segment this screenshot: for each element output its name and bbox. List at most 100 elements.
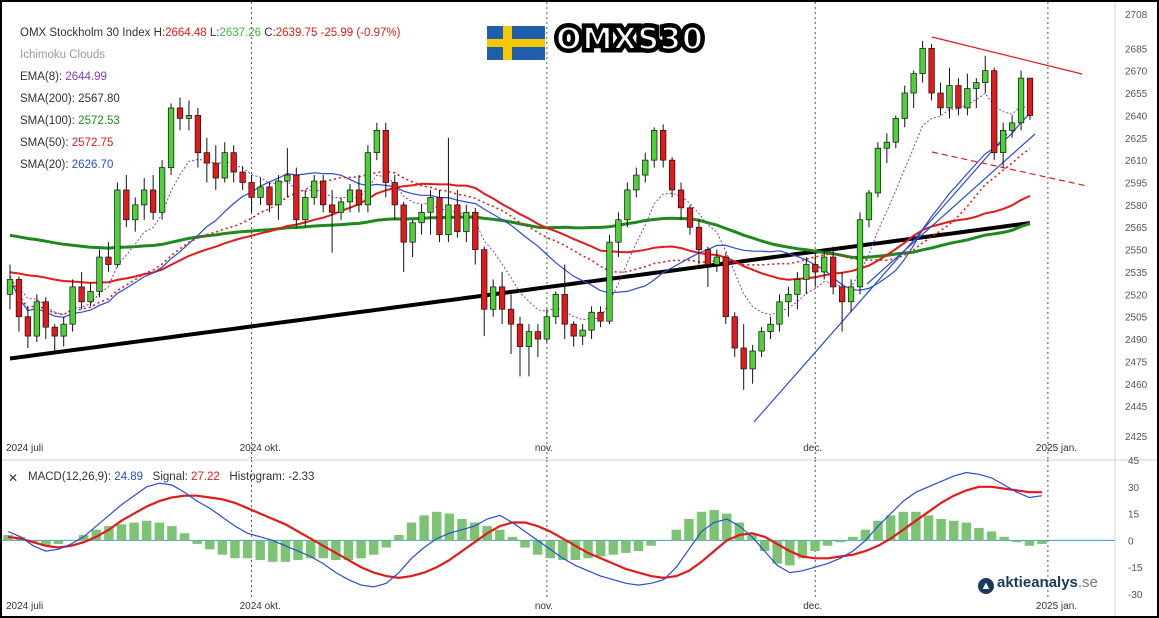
histogram-bar	[570, 540, 581, 561]
candle-body	[812, 264, 819, 273]
candle-body	[928, 47, 935, 94]
candle-body	[901, 92, 908, 119]
candle-body	[660, 129, 667, 161]
signal-label: Signal:	[152, 471, 188, 483]
candle-body	[668, 159, 676, 191]
macd-tick-label: 45	[1128, 456, 1140, 467]
x-tick-label-macd: dec.	[803, 601, 822, 612]
macd-legend: MACD(12,26,9): 24.89 Signal: 27.22 Histo…	[28, 471, 314, 483]
candle-body	[856, 219, 864, 288]
candle-body	[874, 147, 882, 194]
candle-body	[167, 107, 175, 168]
sma100-line	[9, 215, 1031, 259]
histogram-bar	[230, 540, 240, 559]
candle-body	[677, 189, 685, 209]
candle-body	[785, 293, 792, 303]
candle-body	[830, 256, 837, 288]
candle-body	[364, 152, 372, 206]
histogram-bar	[343, 540, 354, 561]
histogram-bar	[1012, 540, 1022, 543]
candle-body	[686, 207, 694, 228]
histogram-bar	[469, 522, 480, 541]
candle-body	[105, 256, 112, 265]
candle-body	[749, 350, 756, 370]
candle-body	[821, 256, 828, 273]
x-tick-label-macd: 2024 okt.	[240, 601, 281, 612]
histogram-bar	[974, 527, 984, 541]
histogram-bar	[696, 511, 707, 541]
histogram-bar	[621, 540, 631, 553]
x-tick-label: 2024 okt.	[240, 443, 281, 454]
signal-line	[7, 485, 1042, 580]
histogram-bar	[394, 535, 404, 541]
ichimoku-label: Ichimoku Clouds	[20, 49, 106, 61]
candle-body	[973, 82, 980, 89]
histogram-bar	[949, 520, 959, 541]
histogram-bar	[885, 515, 896, 541]
close-macd-icon[interactable]: ✕	[8, 471, 19, 485]
candle-body	[141, 189, 148, 206]
x-tick-label: dec.	[803, 443, 822, 454]
x-tick-label: 2024 juli	[6, 443, 43, 454]
candle-body	[132, 204, 139, 221]
candle-body	[391, 182, 398, 206]
histogram-bar	[684, 518, 694, 541]
candle-body	[275, 180, 282, 206]
histogram-bar	[104, 526, 114, 541]
sma200-value: 2567.80	[78, 93, 120, 105]
ema8-line	[9, 92, 1031, 321]
legend-ichimoku: Ichimoku Clouds	[20, 44, 400, 66]
histogram-value: -2.33	[288, 471, 315, 483]
candle-body	[69, 286, 76, 325]
histogram-bar	[986, 531, 997, 541]
ema8-value: 2644.99	[65, 71, 107, 83]
candle-body	[651, 129, 658, 161]
sweden-flag-icon	[487, 26, 545, 60]
macd-tick-label: 0	[1128, 536, 1134, 547]
candle-body	[588, 311, 595, 331]
histogram-bar	[658, 540, 669, 541]
price-tick-label: 2670	[1125, 67, 1148, 78]
sma100-label: SMA(100):	[20, 115, 75, 127]
histogram-bar	[633, 540, 644, 552]
candle-body	[33, 301, 40, 337]
candle-body	[722, 256, 729, 318]
brand-name: aktieanalys	[997, 574, 1078, 591]
candle-body	[6, 279, 14, 295]
histogram-bar	[217, 540, 228, 555]
candle-body	[552, 293, 559, 318]
histogram-bar	[835, 540, 845, 543]
candle-body	[704, 249, 712, 265]
ema8-label: EMA(8):	[20, 71, 63, 83]
candle-body	[507, 308, 515, 325]
candle-body	[561, 293, 568, 325]
histogram-bar	[797, 540, 808, 559]
candle-body	[883, 141, 890, 149]
histogram-bar	[268, 540, 278, 562]
macd-tick-label: -30	[1128, 590, 1143, 601]
high-label: H:	[153, 27, 166, 39]
candle-body	[212, 162, 219, 179]
candle-body	[642, 159, 649, 176]
candle-body	[758, 331, 765, 352]
high-value: 2664.48	[165, 27, 207, 39]
candle-body	[337, 201, 345, 213]
price-tick-label: 2565	[1125, 223, 1148, 234]
histogram-bar	[734, 522, 745, 541]
candle-body	[221, 152, 228, 179]
histogram-bar	[53, 540, 64, 544]
candle-body	[731, 316, 738, 349]
candle-body	[257, 186, 264, 198]
candle-body	[311, 180, 318, 198]
price-tick-label: 2535	[1125, 268, 1148, 279]
legend-ema8: EMA(8): 2644.99	[20, 66, 400, 88]
trendline-resistance	[931, 36, 1083, 75]
sma50-label: SMA(50):	[20, 137, 69, 149]
price-tick-label: 2425	[1125, 432, 1148, 443]
candle-body	[114, 189, 121, 265]
trendline-resistance-dashed	[931, 151, 1088, 187]
sma20-value: 2626.70	[71, 159, 114, 171]
candle-body	[615, 219, 622, 243]
